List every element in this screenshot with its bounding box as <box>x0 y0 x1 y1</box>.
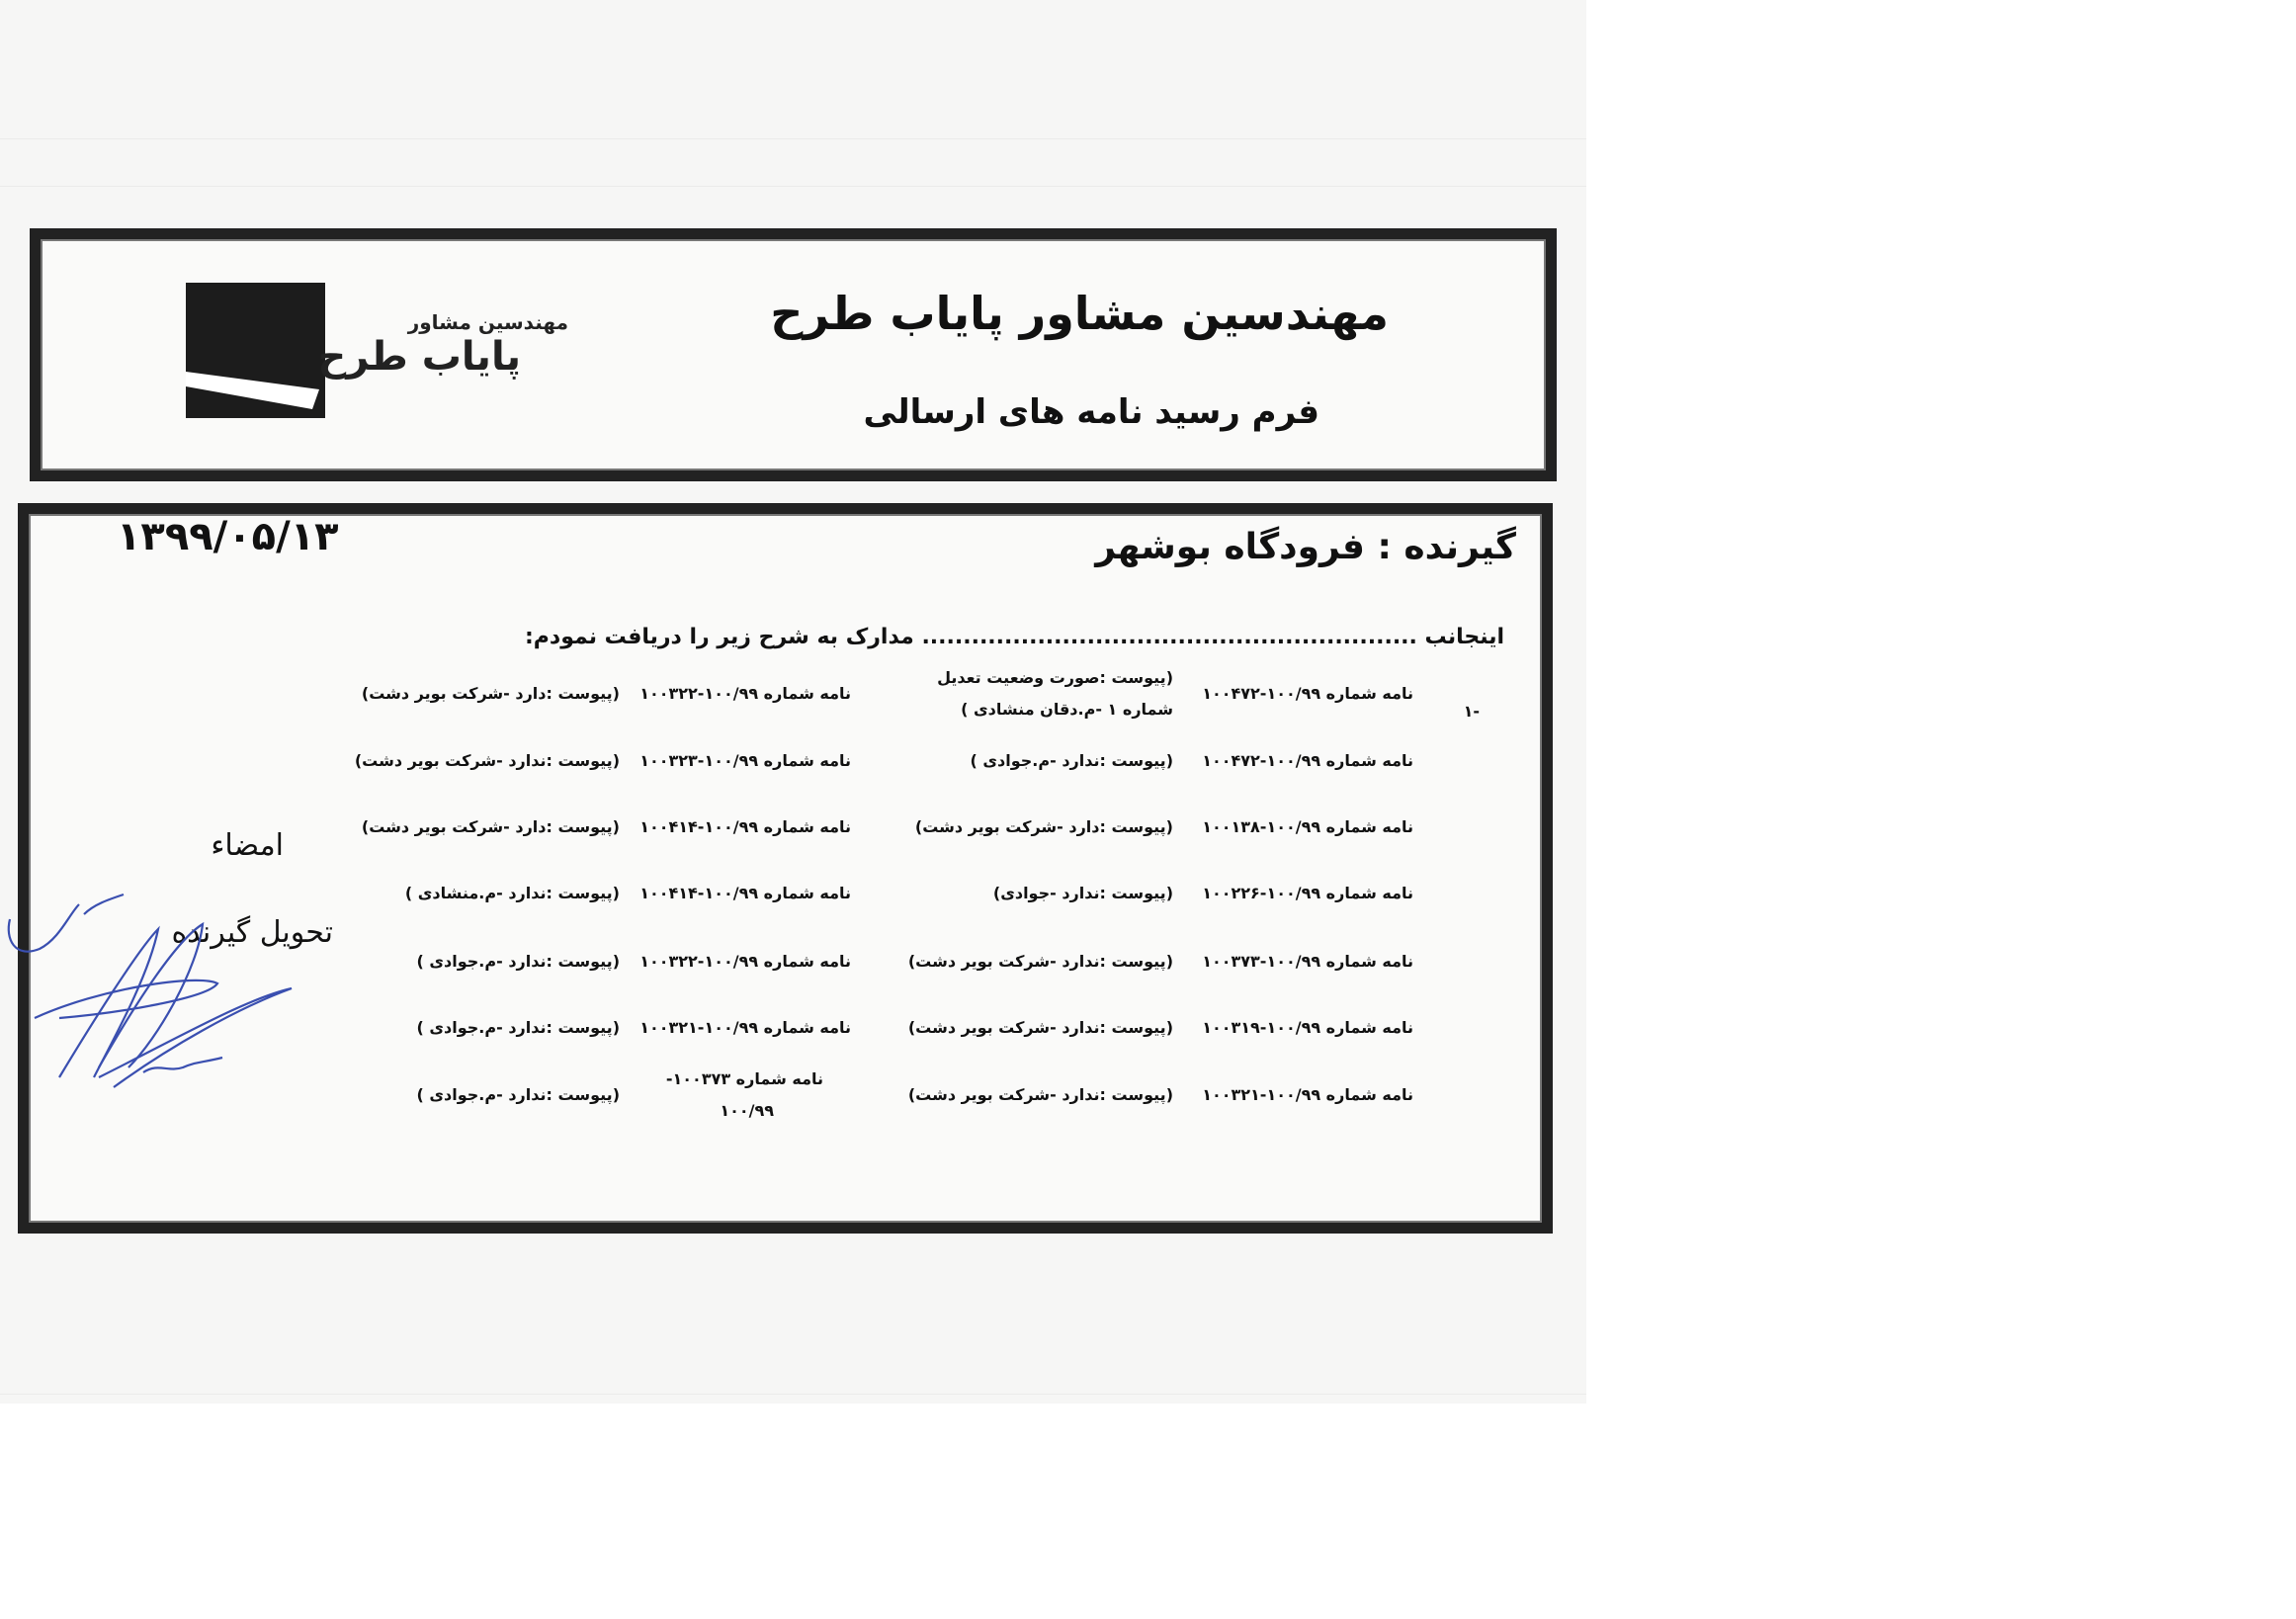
date: ۱۳۹۹/۰۵/۱۳ <box>117 514 339 559</box>
letter-attachment: (پیوست :صورت وضعیت تعدیل <box>937 668 1173 687</box>
letter-reference: نامه شماره ۱۰۰/۹۹-۱۰۰۴۱۴ <box>639 884 851 902</box>
letter-reference-cont: ۱۰۰/۹۹ <box>720 1101 774 1120</box>
letter-reference: نامه شماره ۱۰۰/۹۹-۱۰۰۱۳۸ <box>1202 817 1413 836</box>
company-logo <box>186 283 325 418</box>
form-subtitle: فرم رسید نامه های ارسالی <box>863 392 1319 432</box>
letter-reference: نامه شماره ۱۰۰/۹۹-۱۰۰۳۱۹ <box>1202 1018 1413 1037</box>
letter-attachment: (پیوست :دارد -شرکت بویر دشت) <box>361 817 620 836</box>
receipt-statement: اینجانب ................................… <box>524 625 1505 649</box>
scan-line <box>0 186 1586 187</box>
letter-reference: نامه شماره ۱۰۰۳۷۳- <box>665 1069 823 1088</box>
letter-attachment: (پیوست :ندارد -م.جوادی ) <box>970 751 1174 770</box>
logo-text-large: پایاب طرح <box>317 334 521 380</box>
letter-reference: نامه شماره ۱۰۰/۹۹-۱۰۰۳۲۱ <box>1202 1085 1413 1104</box>
letter-attachment: (پیوست :دارد -شرکت بویر دشت) <box>914 817 1173 836</box>
logo-stripe-icon <box>186 372 319 409</box>
letter-attachment: (پیوست :ندارد -جوادی) <box>992 884 1173 902</box>
letter-attachment: (پیوست :دارد -شرکت بویر دشت) <box>361 684 620 703</box>
letter-attachment: (پیوست :ندارد -شرکت بویر دشت) <box>354 751 620 770</box>
signature-label: امضاء <box>211 828 284 863</box>
letter-reference: نامه شماره ۱۰۰/۹۹-۱۰۰۳۲۱ <box>639 1018 851 1037</box>
letter-attachment: (پیوست :ندارد -م.جوادی ) <box>416 1085 621 1104</box>
letter-attachment: (پیوست :ندارد -م.جوادی ) <box>416 952 621 971</box>
letter-reference: نامه شماره ۱۰۰/۹۹-۱۰۰۳۲۲ <box>639 952 851 971</box>
letter-reference: نامه شماره ۱۰۰/۹۹-۱۰۰۳۲۲ <box>639 684 851 703</box>
letter-reference: نامه شماره ۱۰۰/۹۹-۱۰۰۴۷۲ <box>1202 684 1413 703</box>
letter-attachment: (پیوست :ندارد -شرکت بویر دشت) <box>907 1018 1173 1037</box>
recipient: گیرنده : فرودگاه بوشهر <box>1095 527 1516 567</box>
letter-attachment: (پیوست :ندارد -م.جوادی ) <box>416 1018 621 1037</box>
letter-attachment-cont: شماره ۱ -م.دقان منشادی ) <box>961 700 1173 719</box>
signature <box>7 893 293 1088</box>
row-number: -۱ <box>1463 702 1481 721</box>
logo-text-small: مهندسین مشاور <box>407 310 568 334</box>
letter-reference: نامه شماره ۱۰۰/۹۹-۱۰۰۳۷۳ <box>1202 952 1413 971</box>
letter-reference: نامه شماره ۱۰۰/۹۹-۱۰۰۲۲۶ <box>1202 884 1413 902</box>
letter-attachment: (پیوست :ندارد -م.منشادی ) <box>404 884 620 902</box>
company-title: مهندسین مشاور پایاب طرح <box>770 287 1389 340</box>
letter-reference: نامه شماره ۱۰۰/۹۹-۱۰۰۴۱۴ <box>639 817 851 836</box>
receipt-box <box>18 503 1553 1234</box>
letter-reference: نامه شماره ۱۰۰/۹۹-۱۰۰۳۲۳ <box>639 751 851 770</box>
scan-line <box>0 138 1586 139</box>
letter-reference: نامه شماره ۱۰۰/۹۹-۱۰۰۴۷۲ <box>1202 751 1413 770</box>
letter-attachment: (پیوست :ندارد -شرکت بویر دشت) <box>907 1085 1173 1104</box>
scan-line <box>0 1394 1586 1395</box>
letter-attachment: (پیوست :ندارد -شرکت بویر دشت) <box>907 952 1173 971</box>
